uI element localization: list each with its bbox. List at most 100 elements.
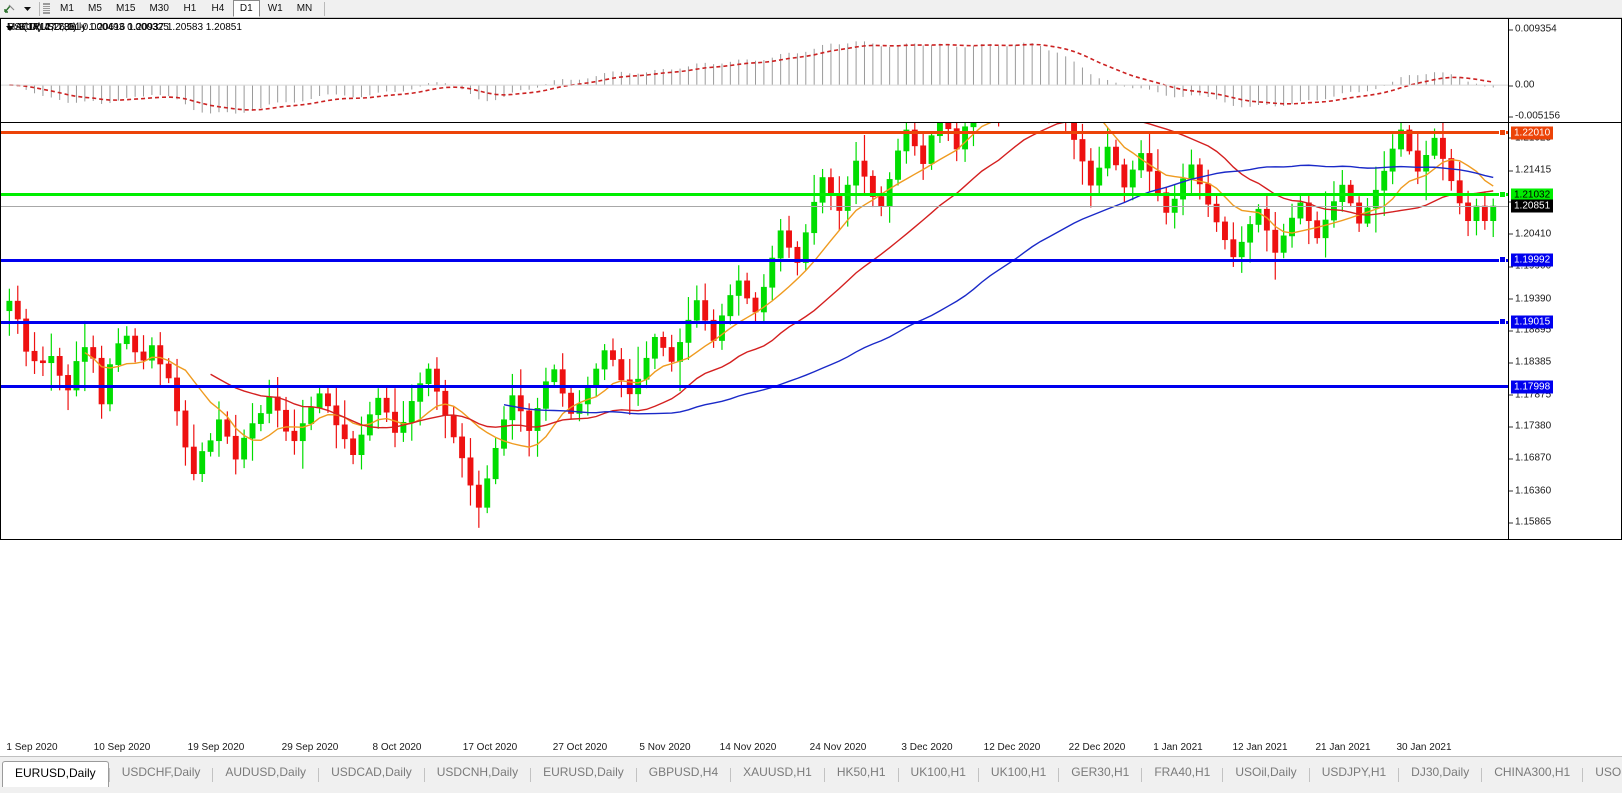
tab-divider <box>212 768 214 782</box>
timeframe-d1[interactable]: D1 <box>232 0 260 17</box>
timeframe-m5[interactable]: M5 <box>88 3 102 14</box>
chart-area[interactable]: EURUSD,Daily 1.20616 1.20937 1.20583 1.2… <box>0 18 1622 740</box>
time-tick: 27 Oct 2020 <box>552 742 608 753</box>
price-tick: 1.21415 <box>1508 164 1552 176</box>
level-line-support-3[interactable] <box>1 385 1508 389</box>
level-handle-support-1[interactable] <box>1499 256 1506 264</box>
tab-divider <box>423 768 425 782</box>
chart-tab-china300-h1[interactable]: CHINA300,H1 <box>1494 765 1571 779</box>
chart-tab-hk50-h1[interactable]: HK50,H1 <box>836 765 886 779</box>
timeframe-mn[interactable]: MN <box>296 3 313 14</box>
price-label-current-price[interactable]: 1.20851 <box>1511 199 1554 213</box>
time-tick: 30 Jan 2021 <box>1396 742 1452 753</box>
level-line-current-price[interactable] <box>1 206 1508 207</box>
level-handle-support-2[interactable] <box>1499 318 1506 326</box>
time-tick: 5 Nov 2020 <box>639 742 691 753</box>
macd-pane[interactable]: MACD(12,26,9) -0.000493 0.000325 0.00935… <box>0 18 1622 123</box>
level-line-resistance-2[interactable] <box>1 131 1508 134</box>
toolbar-divider-2 <box>324 1 326 16</box>
tab-divider <box>1222 768 1224 782</box>
price-tick: 1.19390 <box>1508 293 1552 305</box>
price-tick: 1.16360 <box>1508 485 1552 497</box>
timeframe-h1[interactable]: H1 <box>183 3 197 14</box>
timeframe-w1[interactable]: W1 <box>267 3 283 14</box>
level-handle-pivot-green[interactable] <box>1499 190 1506 198</box>
time-tick: 21 Jan 2021 <box>1315 742 1371 753</box>
price-label-support-2[interactable]: 1.19015 <box>1511 315 1554 329</box>
time-tick: 10 Sep 2020 <box>93 742 151 753</box>
timeframe-m1[interactable]: M1 <box>60 3 74 14</box>
tab-divider <box>977 768 979 782</box>
timeframe-h4[interactable]: H4 <box>211 3 225 14</box>
time-tick: 12 Dec 2020 <box>983 742 1041 753</box>
price-label-support-1[interactable]: 1.19992 <box>1511 253 1554 267</box>
chart-tab-usoil-daily[interactable]: USOil,Daily <box>1235 765 1297 779</box>
chart-tab-usdjpy-h1[interactable]: USDJPY,H1 <box>1321 765 1387 779</box>
chart-tab-usdchf-daily[interactable]: USDCHF,Daily <box>121 765 201 779</box>
tab-divider <box>318 768 320 782</box>
price-label-support-3[interactable]: 1.17998 <box>1511 380 1554 394</box>
level-line-pivot-green[interactable] <box>1 193 1508 197</box>
tab-divider <box>1481 768 1483 782</box>
chart-tab-gbpusd-h4[interactable]: GBPUSD,H4 <box>648 765 719 779</box>
level-line-support-2[interactable] <box>1 320 1508 324</box>
time-tick: 24 Nov 2020 <box>809 742 867 753</box>
macd-tick: 0.009354 <box>1509 23 1557 35</box>
time-tick: 3 Dec 2020 <box>901 742 953 753</box>
price-tick: 1.17380 <box>1508 420 1552 432</box>
tab-divider <box>635 768 637 782</box>
price-tick: 1.18895 <box>1508 324 1552 336</box>
chart-tab-uk100-h1[interactable]: UK100,H1 <box>990 765 1047 779</box>
crosshair-icon[interactable] <box>0 1 18 17</box>
timeframe-m15[interactable]: M15 <box>116 3 136 14</box>
chart-tab-usoil-[interactable]: USOil, <box>1595 765 1622 779</box>
symbol-ohlc-label: EURUSD,Daily 1.20616 1.20937 1.20583 1.2… <box>19 22 242 33</box>
chart-tab-dj30-daily[interactable]: DJ30,Daily <box>1411 765 1470 779</box>
candlestick-canvas <box>6 19 1497 528</box>
toolbar-dropdown-icon[interactable] <box>18 1 36 17</box>
macd-tick: -0.005156 <box>1508 110 1561 122</box>
tab-divider <box>1058 768 1060 782</box>
level-line-support-1[interactable] <box>1 258 1508 262</box>
timeframe-m30[interactable]: M30 <box>149 3 169 14</box>
chart-tab-fra40-h1[interactable]: FRA40,H1 <box>1154 765 1211 779</box>
rsi-label: RSI(14) 47.7351 <box>7 22 81 33</box>
price-label-pivot-green[interactable]: 1.21032 <box>1511 188 1554 202</box>
tab-divider <box>1141 768 1143 782</box>
tab-divider <box>897 768 899 782</box>
chart-tab-usdcad-daily[interactable]: USDCAD,Daily <box>331 765 412 779</box>
time-tick: 8 Oct 2020 <box>372 742 422 753</box>
level-handle-resistance-2[interactable] <box>1499 128 1506 136</box>
time-tick: 22 Dec 2020 <box>1068 742 1126 753</box>
chart-tab-ger30-h1[interactable]: GER30,H1 <box>1071 765 1130 779</box>
toolbar-divider <box>39 1 40 16</box>
time-tick: 19 Sep 2020 <box>187 742 245 753</box>
chart-tabbar[interactable]: EURUSD,Daily USDCHF,Daily AUDUSD,Daily USDC… <box>0 756 1622 793</box>
top-toolbar: M1 M5 M15 M30 H1 H4 D1 W1 MN <box>0 0 1622 18</box>
chart-tab-uk100-h1[interactable]: UK100,H1 <box>910 765 966 779</box>
price-tick: 1.17875 <box>1508 389 1552 401</box>
time-tick: 1 Jan 2021 <box>1153 742 1203 753</box>
price-tick: 1.16870 <box>1508 452 1552 464</box>
tab-divider <box>730 768 732 782</box>
macd-plot[interactable] <box>1 19 1508 122</box>
symbol-caret-icon[interactable] <box>6 26 14 31</box>
price-tick: 1.15865 <box>1508 516 1552 528</box>
time-tick: 17 Oct 2020 <box>462 742 518 753</box>
price-tick: 1.18385 <box>1508 356 1552 368</box>
time-tick: 14 Nov 2020 <box>719 742 777 753</box>
price-label-resistance-2[interactable]: 1.22010 <box>1511 126 1554 139</box>
macd-label: MACD(12,26,9) -0.000493 0.000325 <box>7 22 169 33</box>
macd-tick: 0.00 <box>1508 79 1535 91</box>
toolbar-grip[interactable] <box>43 2 50 16</box>
time-tick: 29 Sep 2020 <box>281 742 339 753</box>
chart-tab-eurusd-daily[interactable]: EURUSD,Daily <box>2 761 109 787</box>
tab-divider <box>1398 768 1400 782</box>
chart-tab-eurusd-daily[interactable]: EURUSD,Daily <box>543 765 624 779</box>
chart-tab-audusd-daily[interactable]: AUDUSD,Daily <box>225 765 307 779</box>
time-tick: 12 Jan 2021 <box>1232 742 1288 753</box>
tab-divider <box>1582 768 1584 782</box>
chart-tab-xauusd-h1[interactable]: XAUUSD,H1 <box>743 765 812 779</box>
time-axis: 1 Sep 2020 10 Sep 2020 19 Sep 2020 29 Sep 2… <box>0 740 1509 756</box>
chart-tab-usdcnh-daily[interactable]: USDCNH,Daily <box>436 765 519 779</box>
